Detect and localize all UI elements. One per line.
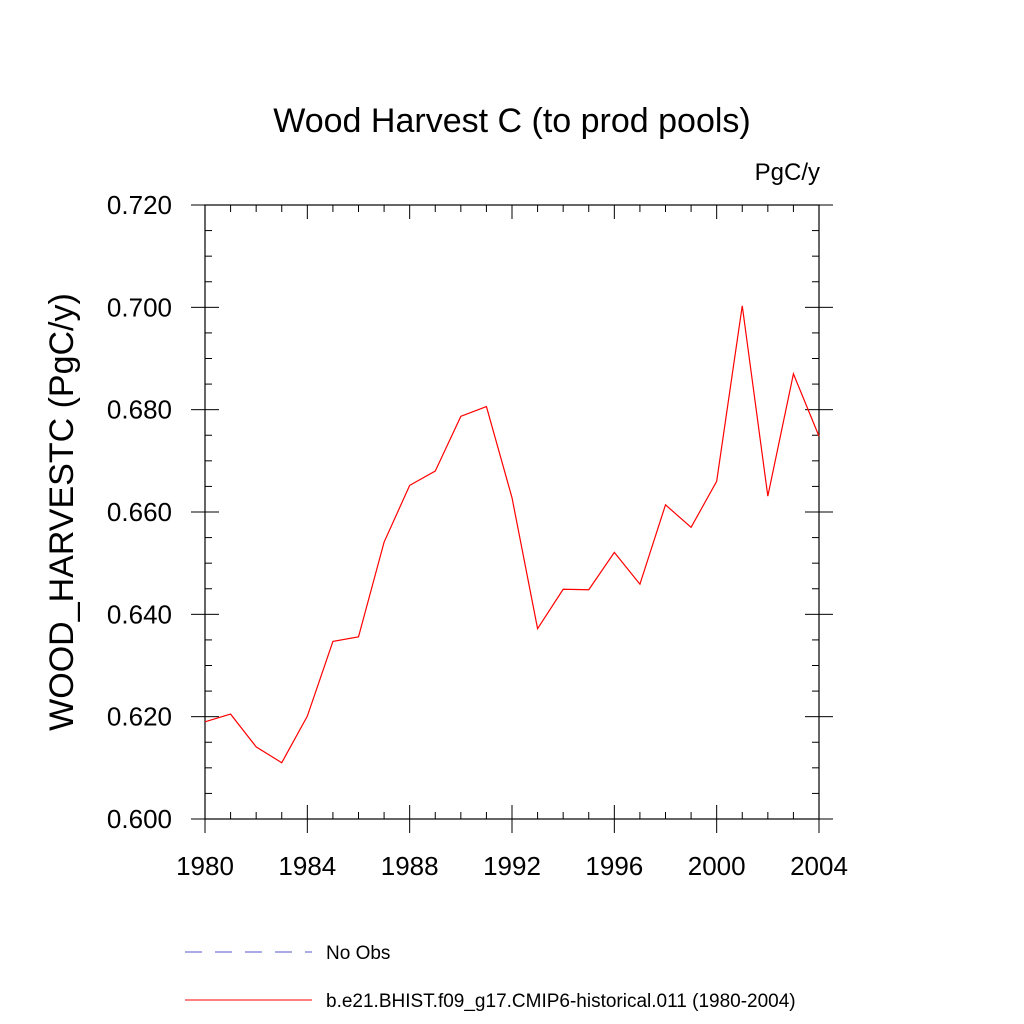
y-tick-label: 0.640 [107, 599, 172, 629]
legend-label: No Obs [326, 943, 390, 964]
y-tick-label: 0.660 [107, 497, 172, 527]
chart-title: Wood Harvest C (to prod pools) [273, 102, 750, 140]
x-tick-label: 1992 [483, 851, 541, 881]
x-tick-label: 1980 [176, 851, 234, 881]
y-tick-label: 0.620 [107, 702, 172, 732]
series-line-1 [204, 305, 820, 764]
y-tick-label: 0.700 [107, 292, 172, 322]
x-tick-label: 2000 [688, 851, 746, 881]
axis-ticks: 1980 1984 1988 1992 1996 2000 2004 0.600 0.620 0.… [107, 190, 848, 881]
y-tick-label: 0.680 [107, 395, 172, 425]
y-tick-label: 0.600 [107, 804, 172, 834]
legend: No Obs b.e21.BHIST.f09_g17.CMIP6-historic… [185, 943, 796, 1012]
series-layer [204, 305, 820, 764]
legend-label: b.e21.BHIST.f09_g17.CMIP6-historical.011… [326, 991, 796, 1012]
x-tick-label: 1996 [585, 851, 643, 881]
units-label: PgC/y [755, 159, 820, 186]
y-axis-label: WOOD_HARVESTC (PgC/y) [43, 293, 81, 731]
x-tick-label: 1984 [278, 851, 336, 881]
x-tick-label: 2004 [790, 851, 848, 881]
x-tick-label: 1988 [381, 851, 439, 881]
plot-frame [204, 204, 820, 820]
y-tick-label: 0.720 [107, 190, 172, 220]
